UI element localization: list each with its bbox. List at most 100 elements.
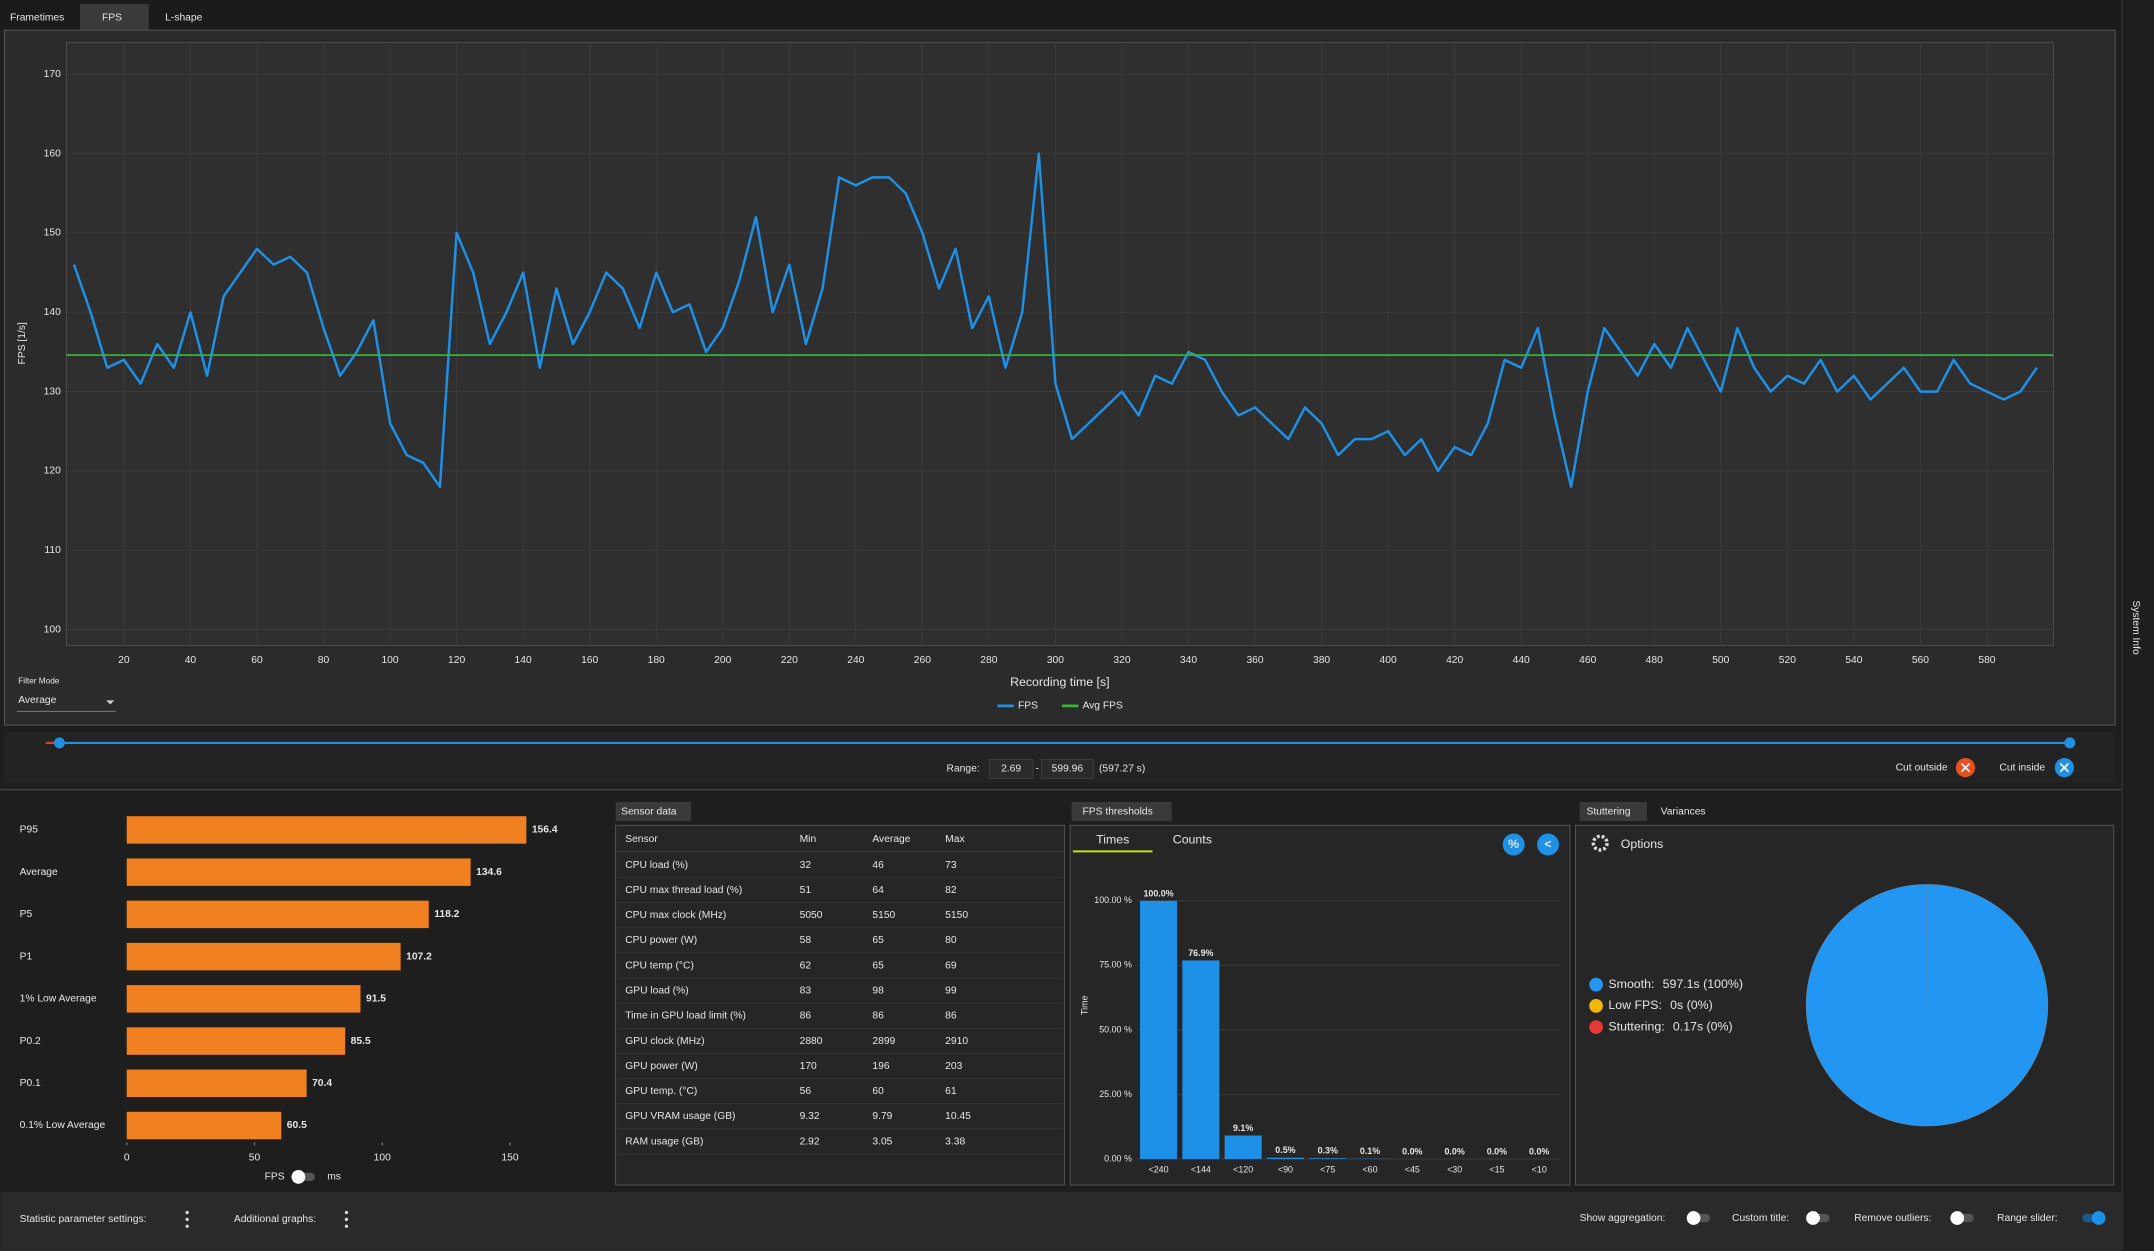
value-label: 0.3%	[1318, 1146, 1338, 1156]
table-header: Max	[945, 834, 965, 845]
x-tick-label: <120	[1233, 1164, 1253, 1174]
x-tick-label: 50	[249, 1152, 261, 1163]
table-cell: 196	[872, 1061, 889, 1072]
x-tick-label: <10	[1532, 1164, 1547, 1174]
value-label: 9.1%	[1233, 1123, 1253, 1133]
table-cell: GPU clock (MHz)	[625, 1036, 704, 1047]
range-handle[interactable]	[53, 737, 65, 749]
table-cell: 170	[800, 1061, 817, 1072]
table-cell: 46	[872, 860, 884, 871]
y-tick-label: 110	[44, 545, 61, 556]
table-cell: 98	[872, 985, 884, 996]
toggle-knob[interactable]	[1686, 1211, 1701, 1225]
range-handle[interactable]	[2064, 737, 2076, 749]
value-label: 60.5	[287, 1120, 307, 1131]
range-input[interactable]	[1040, 759, 1094, 779]
share-button[interactable]	[1537, 833, 1559, 856]
x-tick-label: <15	[1489, 1164, 1504, 1174]
table-header: Average	[872, 834, 910, 845]
legend-label: Stuttering:	[1608, 1019, 1664, 1033]
value-label: 156.4	[532, 825, 558, 836]
tab: Sensor data	[621, 806, 677, 817]
side-tab: System Info	[2130, 600, 2141, 655]
table-cell: 82	[945, 885, 957, 896]
table-header: Sensor	[625, 834, 658, 845]
table-cell: CPU power (W)	[625, 935, 697, 946]
x-tick-label: 360	[1246, 655, 1263, 666]
x-tick-label: 140	[515, 655, 532, 666]
tab-bg	[615, 801, 692, 822]
icon	[2059, 762, 2070, 773]
x-tick-label: 540	[1845, 655, 1862, 666]
y-tick-label: 100.00 %	[1094, 895, 1132, 905]
table-cell: 61	[945, 1086, 957, 1097]
x-tick-label: 380	[1313, 655, 1330, 666]
options: Options	[1621, 837, 1664, 851]
table-cell: 51	[800, 885, 812, 896]
table-cell: 5150	[872, 910, 895, 921]
table-cell: 9.79	[872, 1111, 892, 1122]
table-cell: 83	[800, 985, 812, 996]
category-label: P0.1	[20, 1078, 41, 1089]
x-tick-label: 320	[1113, 655, 1130, 666]
legend-label: FPS	[1018, 701, 1038, 712]
footer-setting: Remove outliers:	[1854, 1213, 1931, 1224]
table-cell: 60	[872, 1086, 884, 1097]
x-tick-label: 180	[648, 655, 665, 666]
bar	[126, 1069, 307, 1098]
y-tick-label: 50.00 %	[1099, 1024, 1132, 1034]
toggle-knob[interactable]	[1950, 1211, 1965, 1225]
x-tick-label: 400	[1380, 655, 1397, 666]
y-tick-label: 150	[44, 228, 61, 239]
gear-icon[interactable]	[1591, 834, 1609, 852]
y-tick-label: 25.00 %	[1099, 1089, 1132, 1099]
table-cell: CPU temp (°C)	[625, 960, 694, 971]
y-tick-label: 100	[44, 624, 61, 635]
toggle-knob[interactable]	[2091, 1211, 2106, 1225]
x-tick-label: 580	[1978, 655, 1995, 666]
x-tick-label: <75	[1320, 1164, 1335, 1174]
table-cell: 32	[800, 860, 812, 871]
x-axis-label: Recording time [s]	[1010, 675, 1109, 689]
table-cell: 3.05	[872, 1136, 892, 1147]
x-tick-label: 80	[318, 655, 330, 666]
y-tick-label: 140	[44, 307, 61, 318]
percent-button[interactable]	[1502, 833, 1525, 856]
footer-setting: Show aggregation:	[1580, 1213, 1666, 1224]
plot-area	[65, 42, 2054, 646]
toggle-knob[interactable]	[291, 1169, 306, 1184]
x-tick-label: 200	[714, 655, 731, 666]
table-header: Min	[800, 834, 817, 845]
x-tick-label: 340	[1180, 655, 1197, 666]
bar	[1266, 1157, 1304, 1159]
table-cell: 5150	[945, 910, 968, 921]
table-cell: 2880	[800, 1036, 823, 1047]
filter-label: Filter Mode	[18, 676, 60, 685]
value-label: 0.1%	[1360, 1146, 1380, 1156]
filter-value: Average	[18, 695, 56, 706]
tab: Stuttering	[1586, 806, 1630, 817]
range-input[interactable]	[988, 759, 1034, 779]
table-cell: 86	[800, 1011, 812, 1022]
category-label: P0.2	[20, 1036, 41, 1047]
dropdown-arrow[interactable]	[106, 700, 115, 705]
x-tick-label: <30	[1447, 1164, 1462, 1174]
x-tick-label: 0	[124, 1152, 130, 1163]
x-tick-label: 300	[1047, 655, 1064, 666]
tab: Counts	[1173, 833, 1212, 847]
x-tick-label: 60	[251, 655, 263, 666]
legend-value: 597.1s (100%)	[1663, 977, 1743, 991]
value-label: 107.2	[406, 951, 432, 962]
x-tick-label: 100	[374, 1152, 391, 1163]
bar	[126, 858, 471, 886]
value-label: 85.5	[351, 1036, 371, 1047]
x-tick-label: <60	[1362, 1164, 1377, 1174]
bar	[1309, 1158, 1347, 1159]
legend-value: 0s (0%)	[1670, 998, 1713, 1012]
bar	[1182, 960, 1220, 1159]
toggle-knob[interactable]	[1806, 1211, 1820, 1225]
legend-swatch	[1589, 1020, 1603, 1035]
table-cell: 65	[872, 935, 884, 946]
tab: L-shape	[165, 13, 202, 24]
table-cell: 2.92	[800, 1136, 820, 1147]
